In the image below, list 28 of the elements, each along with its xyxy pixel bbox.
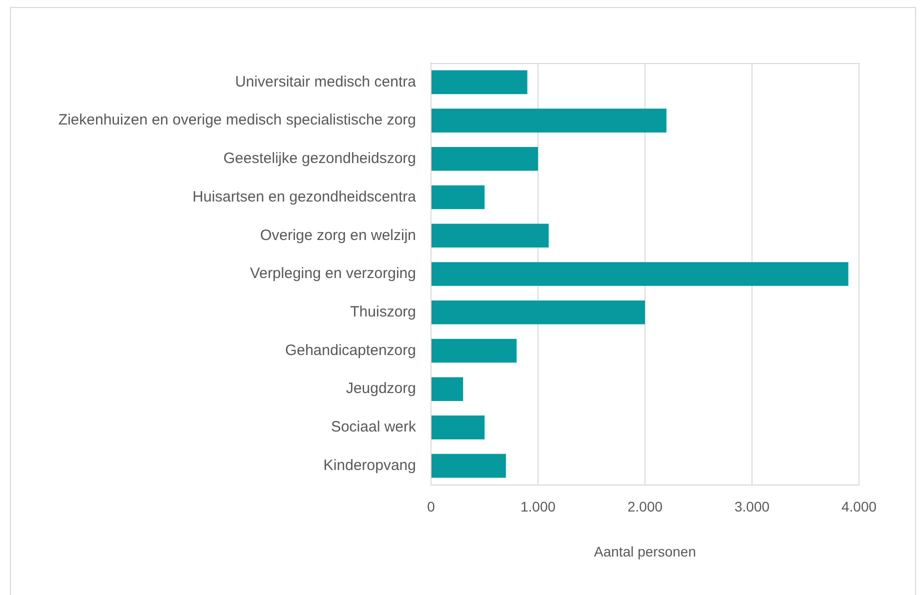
bar [432, 377, 464, 401]
y-tick-label: Geestelijke gezondheidszorg [223, 150, 416, 168]
y-tick-label: Verpleging en verzorging [250, 265, 416, 282]
bar [432, 70, 528, 94]
x-tick-label: 3.000 [734, 498, 770, 514]
y-tick-label: Ziekenhuizen en overige medisch specialistische zorg [58, 112, 416, 129]
bar [432, 300, 645, 324]
bar [432, 454, 506, 478]
x-tick-label: 4.000 [841, 498, 877, 514]
bar [432, 185, 484, 210]
x-tick-label: 1.000 [520, 498, 556, 514]
y-tick-label: Universitair medisch centra [235, 73, 417, 90]
bar [432, 108, 666, 132]
y-tick-label: Gehandicaptenzorg [285, 342, 416, 359]
y-tick-label: Kinderopvang [323, 456, 416, 474]
x-axis-title: Aantal personen [594, 543, 696, 560]
y-tick-label: Sociaal werk [330, 418, 416, 436]
bar [432, 147, 538, 171]
y-tick-label: Jeugdzorg [346, 380, 416, 398]
y-tick-label: Huisartsen en gezondheidscentra [192, 188, 417, 206]
bar [432, 338, 517, 363]
bar [432, 224, 549, 248]
x-tick-label: 0 [427, 498, 436, 514]
y-tick-label: Thuiszorg [350, 304, 416, 321]
bar [432, 416, 484, 440]
x-tick-label: 2.000 [627, 498, 663, 514]
bar [432, 262, 848, 286]
y-tick-label: Overige zorg en welzijn [260, 226, 416, 244]
